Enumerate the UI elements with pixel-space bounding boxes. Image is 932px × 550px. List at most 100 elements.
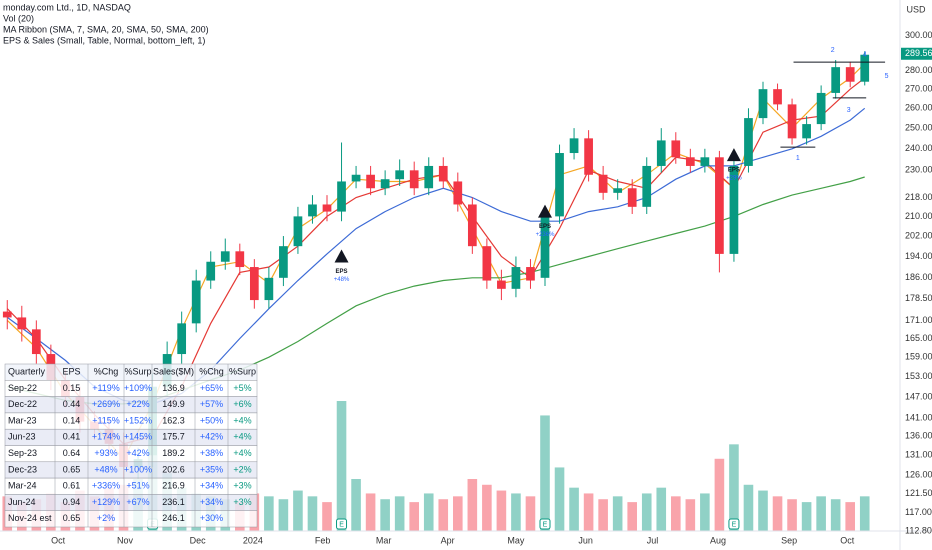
earnings-change: +48%	[334, 277, 350, 283]
volume-bar	[801, 502, 812, 531]
earnings-triangle	[538, 204, 552, 218]
volume-bar	[278, 499, 289, 531]
earnings-icon	[539, 518, 551, 530]
table-cell: +145%	[124, 432, 152, 442]
x-tick-label: Nov	[117, 535, 134, 545]
x-tick-label: Jul	[647, 535, 659, 545]
candle-body	[729, 165, 739, 254]
candle-body	[409, 170, 419, 189]
table-cell: 0.65	[63, 513, 81, 523]
candle-body	[366, 174, 375, 189]
earnings-label: EPS	[728, 168, 740, 174]
table-cell: Sep-23	[8, 448, 37, 458]
candle-body	[177, 323, 187, 355]
volume-bar	[758, 490, 768, 531]
table-cell: %Surp	[229, 367, 256, 377]
table-cell: +119%	[92, 383, 120, 393]
x-tick-label: Oct	[51, 535, 66, 545]
table-cell: %Surp	[124, 367, 151, 377]
volume-bar	[641, 493, 652, 531]
earnings-label: EPS	[336, 269, 348, 275]
table-cell: +2%	[97, 513, 115, 523]
last-price-tag	[901, 47, 932, 60]
time-axis-bg	[0, 531, 932, 550]
x-tick-label: Apr	[441, 535, 455, 545]
table-cell: Mar-23	[8, 415, 37, 425]
candle-body	[249, 267, 259, 301]
y-tick-label: 159.00	[905, 352, 932, 362]
candle-body	[642, 165, 652, 207]
candle-body	[584, 138, 593, 175]
y-tick-label: 280.00	[905, 65, 932, 75]
y-tick-label: 240.00	[905, 143, 932, 153]
table-cell: +57%	[200, 399, 223, 409]
candle-body	[816, 92, 826, 125]
table-cell: Nov-24 est	[8, 513, 52, 523]
volume-bar	[453, 496, 463, 531]
volume-bar	[583, 493, 594, 531]
candle-body	[337, 181, 346, 212]
pattern-label: 5	[885, 73, 889, 80]
table-cell: +152%	[124, 415, 152, 425]
volume-bar	[482, 484, 492, 531]
volume-bar	[772, 496, 783, 531]
candle-body	[235, 251, 245, 268]
table-cell: +174%	[92, 432, 120, 442]
table-cell: +93%	[94, 448, 117, 458]
volume-bar	[685, 499, 696, 531]
x-tick-label: Aug	[710, 535, 726, 545]
candle-body	[671, 140, 681, 158]
candle-body	[351, 174, 361, 182]
volume-bar	[511, 493, 521, 531]
table-cell: 202.6	[162, 464, 185, 474]
y-tick-label: 131.00	[905, 450, 932, 460]
table-cell: +109%	[124, 383, 152, 393]
y-tick-label: 171.00	[905, 315, 932, 325]
table-cell: Jun-23	[8, 432, 36, 442]
table-cell: Quarterly	[8, 367, 46, 377]
table-cell: 216.9	[162, 481, 185, 491]
table-cell: Jun-24	[8, 497, 36, 507]
indicator: EPS & Sales (Small, Table, Normal, botto…	[3, 35, 205, 45]
volume-bar	[554, 467, 565, 531]
x-tick-label: Dec	[190, 535, 207, 545]
earnings-icon	[336, 518, 348, 530]
y-tick-label: 141.00	[905, 412, 932, 422]
table-cell: +51%	[126, 481, 149, 491]
volume-bar	[569, 487, 579, 531]
candle-body	[700, 157, 710, 166]
y-tick-label: 178.50	[905, 293, 932, 303]
candle-body	[511, 267, 521, 289]
table-cell: EPS	[62, 367, 80, 377]
x-tick-label: May	[507, 535, 525, 545]
price-axis-bg	[900, 0, 932, 550]
candle-body	[380, 179, 390, 189]
candle-body	[395, 170, 405, 180]
volume-bar	[859, 496, 870, 531]
indicator: MA Ribbon (SMA, 7, SMA, 20, SMA, 50, SMA…	[3, 24, 209, 34]
y-tick-label: 300.00	[905, 30, 932, 40]
volume-bar	[307, 496, 318, 531]
candle-body	[17, 317, 27, 330]
volume-bar	[787, 499, 797, 531]
volume-bar	[816, 496, 826, 531]
volume-bar	[322, 502, 332, 531]
volume-bar	[845, 502, 855, 531]
table-row	[4, 510, 258, 528]
candle-body	[569, 138, 579, 154]
candle-body	[656, 140, 666, 166]
candle-body	[845, 67, 855, 82]
pattern-label: 3	[847, 107, 851, 114]
candle-body	[467, 204, 477, 247]
candle-body	[715, 157, 724, 254]
y-tick-label: 210.00	[905, 211, 932, 221]
y-tick-label: 202.00	[905, 230, 932, 240]
table-cell: +35%	[200, 464, 223, 474]
table-cell: Sales($M)	[153, 367, 194, 377]
table-cell: +2%	[233, 464, 251, 474]
y-tick-label: 250.00	[905, 122, 932, 132]
x-tick-label: Sep	[781, 535, 797, 545]
last-price-label: 289.56	[905, 48, 932, 58]
candle-body	[526, 267, 535, 281]
candle-body	[482, 246, 492, 281]
